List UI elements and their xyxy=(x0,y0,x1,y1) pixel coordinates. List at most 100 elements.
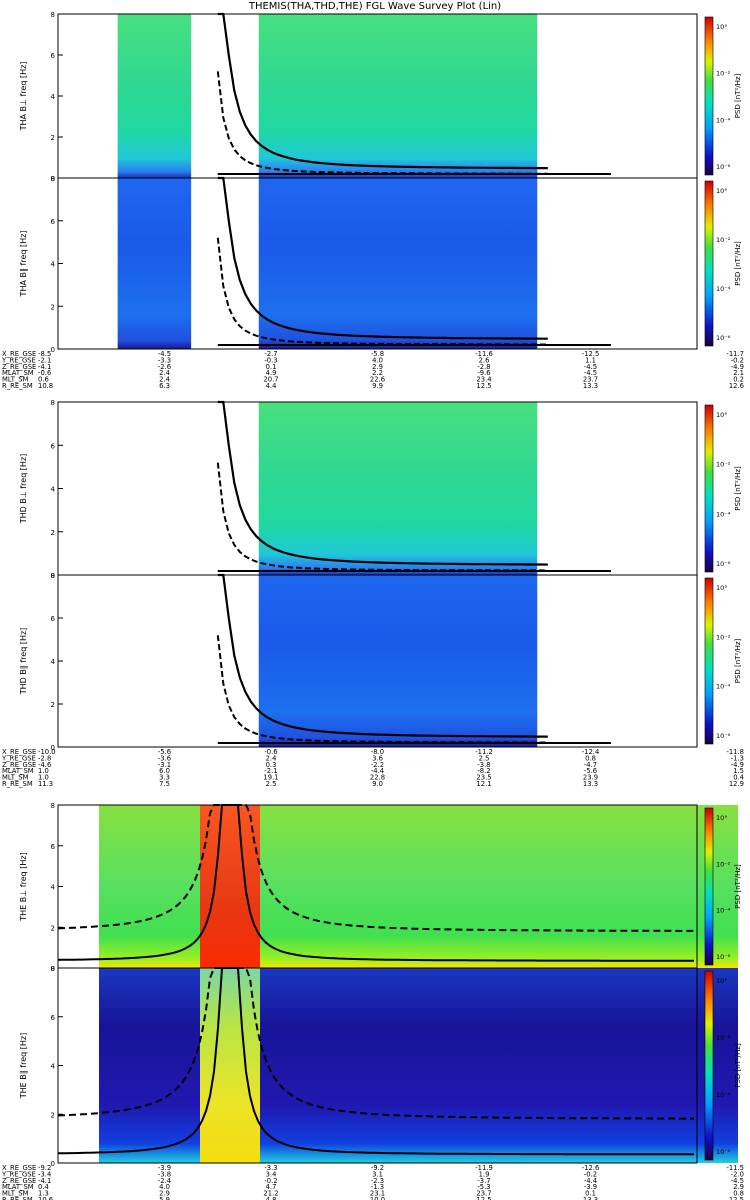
ephemeris-value: 10.0 xyxy=(370,1196,385,1200)
tha-panel-perp xyxy=(57,12,714,179)
ephemeris-value: -11.6 xyxy=(475,350,493,358)
ephemeris-row-label: MLAT_SM xyxy=(2,767,34,775)
ephemeris-value: -2.4 xyxy=(158,1177,171,1185)
ephemeris-value: 12.5 xyxy=(729,1196,744,1200)
ephemeris-value: -4.9 xyxy=(731,363,744,371)
ephemeris-value: -4.4 xyxy=(584,1177,597,1185)
ephemeris-row-label: R_RE_SM xyxy=(2,1196,33,1200)
ephemeris-value: 0.8 xyxy=(585,754,596,762)
ephemeris-value: 1.1 xyxy=(585,356,596,364)
ephemeris-value: 19.1 xyxy=(263,774,278,782)
ephemeris-row-label: MLAT_SM xyxy=(2,369,34,377)
ephemeris-value: -8.0 xyxy=(371,748,384,756)
fce-curve xyxy=(217,12,548,170)
ephemeris-row-label: Z_RE_GSE xyxy=(2,363,36,371)
ephemeris-value: -0.2 xyxy=(584,1170,597,1178)
the-panel-perp xyxy=(57,804,738,969)
colorbar-tick-label: 10⁻² xyxy=(716,461,731,469)
ephemeris-row-label: R_RE_SM xyxy=(2,382,33,390)
ephemeris-value: 2.4 xyxy=(159,376,170,384)
ytick-label: 0 xyxy=(51,744,55,752)
ephemeris-value: 1.0 xyxy=(38,774,49,782)
ephemeris-value: -2.2 xyxy=(371,761,384,769)
colorbar-tick-label: 10⁻⁴ xyxy=(716,907,731,915)
ephemeris-value: 4.0 xyxy=(159,1183,170,1191)
thd-panel-perp xyxy=(57,400,714,576)
fce-curve xyxy=(217,400,548,566)
ephemeris-value: 2.1 xyxy=(733,369,744,377)
ephemeris-value: -3.3 xyxy=(264,1164,277,1172)
ephemeris-value: 0.6 xyxy=(38,376,49,384)
ephemeris-value: -1.3 xyxy=(371,1183,384,1191)
colorbar xyxy=(704,970,714,1161)
ephemeris-value: -3.3 xyxy=(158,356,171,364)
ephemeris-value: 20.7 xyxy=(263,376,278,384)
ephemeris-value: -9.6 xyxy=(477,369,490,377)
ephemeris-value: 13.3 xyxy=(583,780,598,788)
ytick-label: 4 xyxy=(51,1063,56,1071)
ephemeris-value: -12.6 xyxy=(582,1164,600,1172)
colorbar-tick-label: 10⁻² xyxy=(716,633,731,641)
colorbar-label: PSD [nT²/Hz] xyxy=(734,73,742,118)
ephemeris-value: 0.8 xyxy=(733,1190,744,1198)
colorbar xyxy=(704,16,714,176)
plot-title: THEMIS(THA,THD,THE) FGL Wave Survey Plot… xyxy=(248,1,502,12)
ephemeris-value: 7.5 xyxy=(159,780,170,788)
ephemeris-value: 12.5 xyxy=(476,1196,491,1200)
fce-curve xyxy=(217,176,548,340)
colorbar-tick-label: 10⁻² xyxy=(716,236,731,244)
half-fce-curve xyxy=(216,237,548,346)
ephemeris-row-label: Z_RE_GSE xyxy=(2,761,36,769)
colorbar-tick-label: 10⁻² xyxy=(716,70,731,78)
spectrogram xyxy=(258,402,538,575)
colorbar-tick-label: 10⁻⁴ xyxy=(716,116,731,124)
ytick-label: 6 xyxy=(51,615,56,623)
ytick-label: 8 xyxy=(51,175,55,183)
colorbar-label: PSD [nT²/Hz] xyxy=(734,864,742,909)
half-fce-curve xyxy=(57,804,694,962)
ephemeris-value: 1.3 xyxy=(38,1190,49,1198)
colorbar-tick-label: 10⁻⁴ xyxy=(716,510,731,518)
colorbar-tick-label: 10° xyxy=(716,411,728,419)
colorbar-tick-label: 10⁻⁴ xyxy=(716,285,731,293)
ephemeris-value: 23.7 xyxy=(583,376,598,384)
fce-curve xyxy=(57,967,694,1120)
spectrogram xyxy=(99,805,738,968)
ephemeris-value: 13.3 xyxy=(583,1196,598,1200)
ytick-label: 4 xyxy=(51,658,56,666)
colorbar-tick-label: 10° xyxy=(716,977,728,985)
ephemeris-row-label: MLAT_SM xyxy=(2,1183,34,1191)
ephemeris-value: 10.6 xyxy=(38,1196,53,1200)
ephemeris-value: 1.5 xyxy=(733,767,744,775)
ephemeris-value: -2.1 xyxy=(264,767,277,775)
ephemeris-value: 0.1 xyxy=(266,363,277,371)
ephemeris-value: -2.8 xyxy=(38,754,51,762)
ytick-label: 0 xyxy=(51,1160,55,1168)
ephemeris-value: -0.6 xyxy=(264,748,277,756)
ephemeris-row-label: Y_RE_GSE xyxy=(1,1170,36,1178)
ephemeris-value: 22.6 xyxy=(370,376,385,384)
ylabel: THE B∥ freq [Hz] xyxy=(19,1033,28,1099)
ephemeris-value: -3.7 xyxy=(477,1177,490,1185)
ephemeris-value: -10.0 xyxy=(38,748,56,756)
ytick-label: 8 xyxy=(51,802,55,810)
ephemeris-value: -5.8 xyxy=(371,350,384,358)
ephemeris-value: -9.2 xyxy=(371,1164,384,1172)
ephemeris-value: 3.3 xyxy=(159,774,170,782)
spectrogram xyxy=(117,178,192,349)
ytick-label: 0 xyxy=(51,175,55,183)
colorbar-tick-label: 10⁻² xyxy=(716,1034,731,1042)
spectrogram xyxy=(99,968,738,1163)
ephemeris-row-label: X_RE_GSE xyxy=(2,748,36,756)
ephemeris-value: 9.9 xyxy=(372,382,383,390)
ephemeris-value: -4.6 xyxy=(38,761,51,769)
ephemeris-value: -3.4 xyxy=(38,1170,51,1178)
ephemeris-value: 9.0 xyxy=(372,780,383,788)
colorbar-tick-label: 10⁻⁶ xyxy=(716,163,731,171)
ephemeris-value: 23.7 xyxy=(476,1190,491,1198)
ephemeris-value: 10.8 xyxy=(38,382,53,390)
ephemeris-row-label: MLT_SM xyxy=(2,774,29,782)
ephemeris-value: 6.3 xyxy=(159,382,170,390)
ephemeris-value: 2.5 xyxy=(266,780,277,788)
ephemeris-value: 4.4 xyxy=(266,382,277,390)
